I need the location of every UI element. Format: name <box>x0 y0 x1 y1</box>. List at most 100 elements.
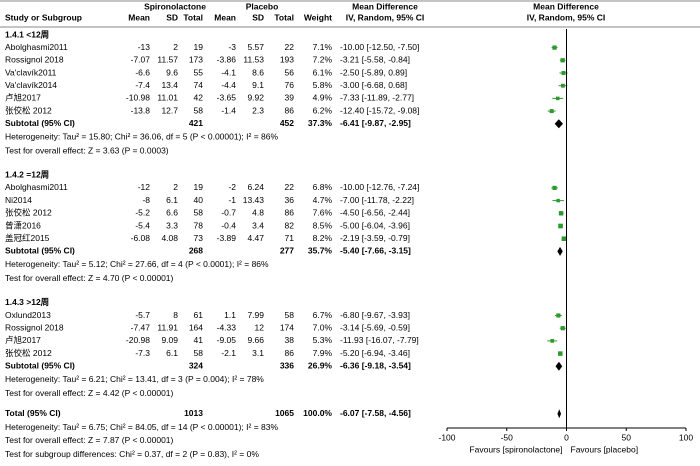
subgroup-test: Test for subgroup differences: Chi² = 0.… <box>5 449 259 459</box>
study-square <box>558 223 563 229</box>
study-name: Va'clavík2014 <box>5 80 57 90</box>
exp-cell: -10.98 <box>126 93 150 103</box>
overall-effect: Test for overall effect: Z = 7.87 (P < 0… <box>5 435 174 445</box>
heterogeneity: Heterogeneity: Tau² = 6.75; Chi² = 84.05… <box>5 422 278 432</box>
weight: 8.5% <box>313 220 333 230</box>
subtotal-n: 421 <box>189 118 203 128</box>
exp-cell: 6.1 <box>166 195 178 205</box>
weight: 6.1% <box>313 67 333 77</box>
exp-cell: 9.09 <box>161 335 178 345</box>
exp-cell: 4.08 <box>161 233 178 243</box>
study-name: Abolghasmi2011 <box>5 42 68 52</box>
ctl-cell: -4.1 <box>221 67 236 77</box>
study-name: Oxlund2013 <box>5 310 51 320</box>
exp-cell: 74 <box>194 80 204 90</box>
ctl-cell: 58 <box>285 310 295 320</box>
weight: 5.8% <box>313 80 333 90</box>
subtotal-n: 277 <box>280 246 294 256</box>
exp-cell: 58 <box>194 208 204 218</box>
ctl-cell: 39 <box>285 93 295 103</box>
exp-cell: -5.7 <box>135 310 150 320</box>
ci-label: -6.07 [-7.58, -4.56] <box>340 408 411 418</box>
study-square <box>560 326 565 331</box>
pooled-diamond <box>554 119 563 129</box>
column-header: Mean <box>128 12 150 22</box>
ci-label: -7.33 [-11.89, -2.77] <box>340 93 414 103</box>
ci-label: -6.36 [-9.18, -3.54] <box>340 361 411 371</box>
ctl-cell: 86 <box>285 208 295 218</box>
ci-label: -12.40 [-15.72, -9.08] <box>340 105 419 115</box>
exp-cell: 40 <box>194 195 204 205</box>
column-header: Total <box>274 12 294 22</box>
exp-cell: 2 <box>173 42 178 52</box>
study-name: 盖冠红2015 <box>5 233 50 243</box>
exp-cell: 2 <box>173 182 178 192</box>
ctl-cell: -3 <box>228 42 236 52</box>
exp-cell: -20.98 <box>126 335 150 345</box>
ctl-cell: 11.53 <box>243 55 264 65</box>
ctl-cell: 22 <box>285 42 295 52</box>
ctl-cell: 7.99 <box>247 310 264 320</box>
ctl-cell: 3.1 <box>252 348 264 358</box>
ctl-cell: -0.4 <box>221 220 236 230</box>
study-square <box>558 351 563 356</box>
x-tick-label: 0 <box>564 432 569 442</box>
ctl-cell: 4.8 <box>252 208 264 218</box>
study-name: 张佼松 2012 <box>5 348 52 358</box>
subgroup-title: 1.4.2 =12周 <box>5 170 49 180</box>
heterogeneity: Heterogeneity: Tau² = 15.80; Chi² = 36.0… <box>5 132 278 142</box>
ci-label: -10.00 [-12.50, -7.50] <box>340 42 419 52</box>
exp-cell: 73 <box>194 233 204 243</box>
weight: 6.2% <box>313 105 333 115</box>
exp-cell: 41 <box>194 335 204 345</box>
ctl-cell: 38 <box>285 335 295 345</box>
ctl-cell: -3.89 <box>217 233 237 243</box>
ctl-cell: -9.05 <box>217 335 237 345</box>
study-name: 张佼松 2012 <box>5 208 52 218</box>
overall-effect: Test for overall effect: Z = 4.70 (P < 0… <box>5 273 174 283</box>
ctl-cell: -4.4 <box>221 80 236 90</box>
ctl-cell: 1.1 <box>224 310 236 320</box>
ci-label: -6.41 [-9.87, -2.95] <box>340 118 411 128</box>
ctl-cell: -2.1 <box>221 348 236 358</box>
study-name: 张佼松 2012 <box>5 105 52 115</box>
study-name: Va'clavík2011 <box>5 67 57 77</box>
pooled-diamond <box>557 409 562 419</box>
subtotal-n: 324 <box>189 361 203 371</box>
exp-cell: -7.07 <box>131 55 151 65</box>
study-name: Ni2014 <box>5 195 32 205</box>
exp-cell: 13.4 <box>161 80 178 90</box>
ci-label: -3.14 [-5.69, -0.59] <box>340 322 410 332</box>
ci-label: -5.20 [-6.94, -3.46] <box>340 348 410 358</box>
weight: 5.3% <box>313 335 333 345</box>
header-effect: Mean Difference <box>533 1 599 11</box>
total-n: 1013 <box>184 408 203 418</box>
study-square <box>560 58 565 63</box>
total-label: Total (95% CI) <box>5 408 61 418</box>
study-square <box>561 236 567 241</box>
column-header: SD <box>252 12 264 22</box>
header-effect: Mean Difference <box>352 1 418 11</box>
pooled-diamond <box>555 361 563 371</box>
study-square <box>550 339 555 343</box>
subgroup-title: 1.4.3 >12周 <box>5 297 49 307</box>
ci-label: -6.80 [-9.67, -3.93] <box>340 310 410 320</box>
ci-label: -4.50 [-6.56, -2.44] <box>340 208 410 218</box>
exp-cell: 9.6 <box>166 67 178 77</box>
ctl-cell: 9.1 <box>252 80 264 90</box>
ctl-cell: 9.66 <box>247 335 264 345</box>
exp-cell: 6.6 <box>166 208 178 218</box>
subtotal-label: Subtotal (95% CI) <box>5 246 75 256</box>
weight: 6.8% <box>313 182 333 192</box>
weight: 26.9% <box>308 361 333 371</box>
exp-cell: 58 <box>194 348 204 358</box>
column-header: SD <box>166 12 178 22</box>
study-square <box>556 198 560 203</box>
exp-cell: 19 <box>194 182 204 192</box>
ci-label: -5.00 [-6.04, -3.96] <box>340 220 410 230</box>
study-name: 卢旭2017 <box>5 335 41 345</box>
ctl-cell: 4.47 <box>247 233 264 243</box>
exp-cell: 19 <box>194 42 204 52</box>
ctl-cell: 86 <box>285 348 295 358</box>
exp-cell: 11.57 <box>157 55 178 65</box>
